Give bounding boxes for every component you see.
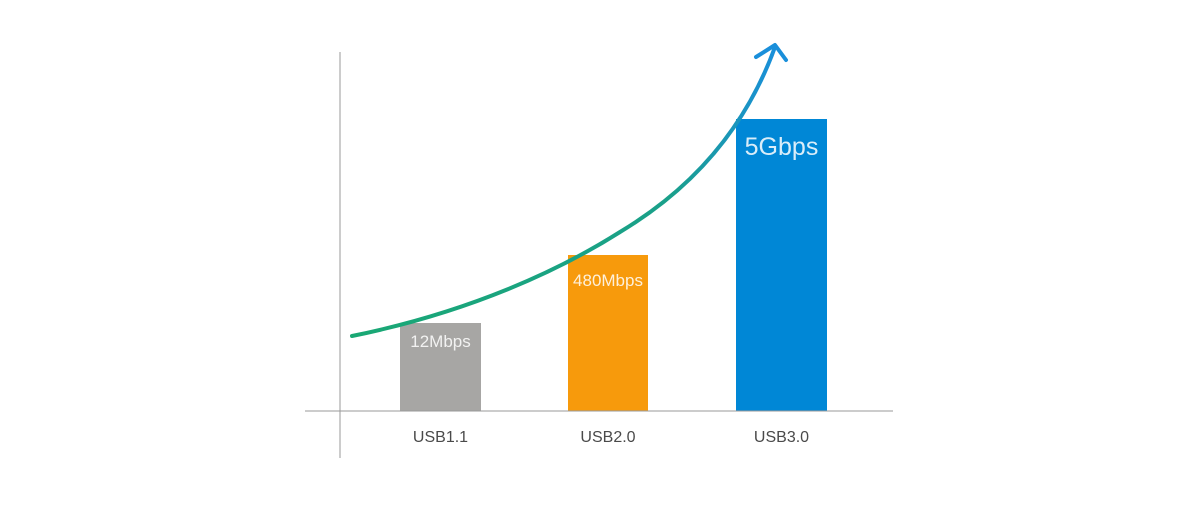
bar-usb2-0 [568,255,648,411]
trend-arrow-head [754,43,788,62]
x-tick-label: USB3.0 [754,429,809,446]
x-tick-label: USB2.0 [580,429,635,446]
bar-usb3-0 [736,119,827,411]
x-tick-label: USB1.1 [413,429,468,446]
bar-usb1-1 [400,323,481,411]
data-label: 12Mbps [410,332,470,351]
trend-arrow-curve [350,45,777,338]
data-label: 5Gbps [745,133,819,161]
data-label: 480Mbps [573,271,643,290]
